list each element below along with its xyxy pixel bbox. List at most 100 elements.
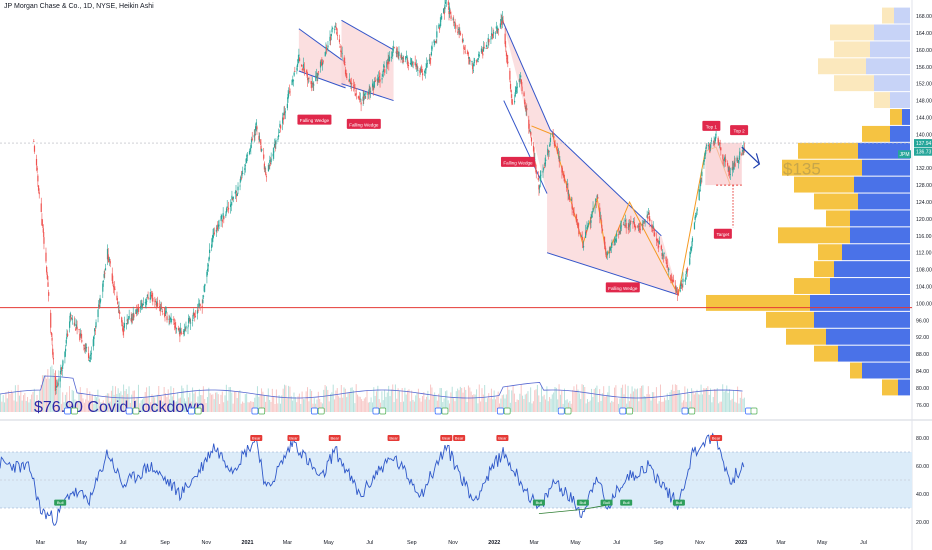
candle-body (473, 62, 475, 67)
volume-bar (277, 403, 279, 412)
candle-body (108, 261, 110, 262)
candle-body (159, 309, 161, 311)
event-marker-icon[interactable] (441, 407, 449, 415)
volume-bar (515, 401, 517, 412)
volume-bar (304, 399, 306, 412)
volume-bar (52, 369, 54, 412)
event-marker-icon[interactable] (564, 407, 572, 415)
event-marker-icon[interactable] (251, 407, 259, 415)
candle-body (137, 306, 139, 308)
candle-body (175, 328, 178, 330)
event-marker-icon[interactable] (619, 407, 627, 415)
volume-bar (554, 386, 556, 412)
event-marker-icon[interactable] (132, 407, 140, 415)
candle-body (103, 274, 105, 278)
candle-body (50, 312, 52, 328)
event-marker-icon[interactable] (434, 407, 442, 415)
volume-bar (388, 385, 390, 412)
target-label-bg (713, 228, 732, 239)
volume-bar (513, 393, 515, 412)
volume-profile-up-bar (826, 210, 850, 227)
candle-body (442, 8, 445, 14)
volume-bar (62, 392, 64, 412)
rsi-bear-label: Bear (252, 436, 261, 441)
price-axis-tick: 76.00 (916, 403, 929, 409)
volume-bar (480, 401, 482, 412)
event-marker-icon[interactable] (317, 407, 325, 415)
candle-body (417, 70, 419, 72)
volume-bar (519, 393, 521, 412)
candle-body (240, 176, 242, 182)
event-marker-icon[interactable] (188, 407, 195, 415)
volume-profile-up-bar (814, 345, 838, 362)
candle-body (144, 302, 146, 304)
candle-body (644, 221, 646, 223)
event-marker-icon[interactable] (125, 407, 133, 415)
candle-body (308, 77, 310, 79)
candle-body (511, 103, 514, 105)
volume-bar (454, 401, 456, 412)
volume-bar (143, 397, 145, 412)
volume-bar (530, 387, 532, 412)
event-marker-icon[interactable] (311, 407, 318, 415)
volume-bar (242, 401, 244, 412)
event-marker-icon[interactable] (557, 407, 565, 415)
event-marker-icon[interactable] (503, 407, 511, 415)
volume-bar (146, 387, 148, 412)
event-marker-icon[interactable] (258, 407, 266, 415)
volume-bar (492, 399, 494, 412)
event-marker-icon[interactable] (194, 407, 202, 415)
rsi-bear-label: Bear (442, 436, 451, 441)
volume-bar (4, 402, 6, 412)
candle-body (647, 212, 650, 215)
volume-profile-down-bar (858, 142, 910, 159)
candle-body (55, 388, 57, 390)
event-marker-icon[interactable] (750, 407, 758, 415)
volume-bar (109, 401, 111, 412)
volume-bar (73, 390, 75, 412)
volume-bar (347, 392, 349, 412)
volume-bar (55, 377, 57, 412)
volume-ma-line (0, 375, 743, 399)
volume-bar (282, 388, 284, 412)
event-marker-icon[interactable] (497, 407, 504, 415)
candle-body (292, 80, 295, 82)
candle-body (365, 92, 367, 95)
candle-body (463, 48, 466, 50)
candle-body (454, 22, 456, 24)
event-marker-icon[interactable] (688, 407, 696, 415)
candle-body (237, 186, 239, 191)
rsi-bear-label: Bear (712, 436, 721, 441)
event-marker-icon[interactable] (379, 407, 387, 415)
candle-body (146, 300, 148, 302)
event-marker-icon[interactable] (71, 407, 78, 415)
candle-body (188, 317, 190, 319)
event-marker-icon[interactable] (64, 407, 71, 415)
volume-bar (411, 390, 413, 412)
candle-body (132, 313, 134, 318)
candle-body (533, 153, 535, 158)
volume-bar (294, 397, 296, 412)
candle-body (369, 90, 372, 92)
volume-bar (724, 390, 726, 412)
volume-bar (469, 387, 471, 412)
candle-body (161, 310, 163, 313)
candle-body (424, 71, 426, 73)
event-marker-icon[interactable] (372, 407, 380, 415)
candle-body (42, 228, 44, 233)
volume-bar (628, 401, 630, 412)
candle-body (482, 53, 484, 56)
candle-body (263, 163, 265, 170)
event-marker-icon[interactable] (626, 407, 633, 415)
volume-bar (125, 388, 127, 412)
volume-bar (121, 395, 123, 412)
candle-body (178, 330, 180, 332)
volume-bar (605, 395, 607, 412)
event-marker-icon[interactable] (681, 407, 689, 415)
candle-body (41, 218, 43, 226)
volume-profile-down-bar (850, 210, 910, 227)
volume-bar (70, 403, 72, 412)
volume-bar (171, 396, 173, 412)
candle-body (390, 57, 393, 59)
